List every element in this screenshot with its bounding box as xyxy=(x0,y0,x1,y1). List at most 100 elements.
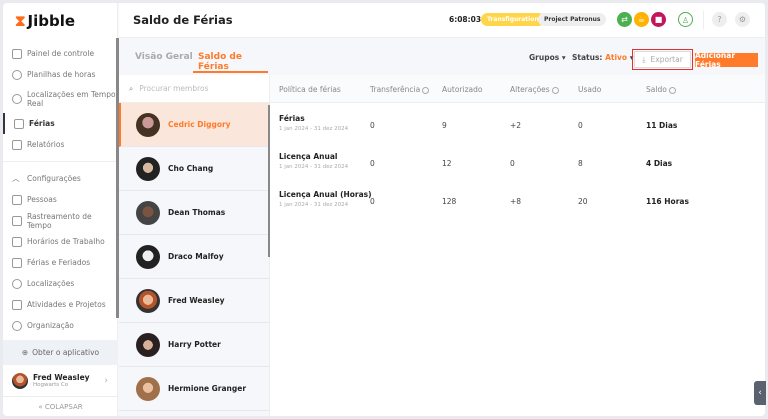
export-button[interactable]: ⤓ Exportar xyxy=(632,49,693,70)
changes-cell: +2 xyxy=(510,121,522,130)
label: Planilhas de horas xyxy=(27,70,96,79)
search-icon: ⌕ xyxy=(129,83,134,93)
policy-name: Licença Anual (Horas) xyxy=(279,190,372,199)
info-icon[interactable] xyxy=(668,86,676,94)
suitcase-icon xyxy=(12,257,22,268)
switch-activity-icon[interactable]: ⇄ xyxy=(617,12,632,27)
member-item[interactable]: Dean Thomas xyxy=(119,191,269,235)
label: Localizações em Tempo Real xyxy=(27,90,116,108)
label: Saldo xyxy=(646,85,667,94)
top-header: Saldo de Férias 6:08:03 Transfiguration … xyxy=(119,3,765,38)
member-item[interactable]: Fred Weasley xyxy=(119,279,269,323)
people-icon xyxy=(12,194,22,205)
changes-cell: +8 xyxy=(510,197,522,206)
member-item[interactable]: Cho Chang xyxy=(119,147,269,191)
balance-cell: 11 Dias xyxy=(646,121,678,130)
groups-filter[interactable]: Grupos ▾ xyxy=(529,53,566,62)
page-title: Saldo de Férias xyxy=(133,13,233,27)
used-cell: 20 xyxy=(578,197,588,206)
sidebar-item-work-schedules[interactable]: Horários de Trabalho xyxy=(3,231,118,252)
add-leave-button[interactable]: Adicionar Férias xyxy=(695,51,758,69)
sidebar-scrollbar[interactable] xyxy=(116,38,119,318)
sidebar-item-dashboard[interactable]: Painel de controle xyxy=(3,43,118,64)
avatar xyxy=(136,244,160,269)
suitcase-icon xyxy=(14,118,24,129)
member-name: Cedric Diggory xyxy=(168,120,231,129)
app-window: ⧗ Jibble Painel de controle Planilhas de … xyxy=(3,3,765,416)
member-name: Harry Potter xyxy=(168,340,221,349)
member-item[interactable]: Cedric Diggory xyxy=(119,103,269,147)
info-icon[interactable] xyxy=(551,86,559,94)
sidebar-item-holidays[interactable]: Férias e Feriados xyxy=(3,252,118,273)
side-panel-toggle[interactable]: ‹ xyxy=(754,381,766,405)
member-item[interactable]: Harry Potter xyxy=(119,323,269,367)
member-search[interactable]: ⌕ Procurar membros xyxy=(119,75,269,103)
label: Rastreamento de Tempo xyxy=(27,211,92,230)
download-icon: ⊕ xyxy=(21,348,29,357)
member-list-scrollbar[interactable] xyxy=(268,105,271,257)
tab-overview[interactable]: Visão Geral xyxy=(135,52,193,62)
tabs: Visão Geral Saldo de Férias xyxy=(119,38,269,73)
used-cell: 0 xyxy=(578,121,583,130)
project-chip[interactable]: Project Patronus xyxy=(538,13,607,26)
search-input[interactable]: Procurar membros xyxy=(139,84,209,93)
label: Alterações xyxy=(510,85,550,94)
transfer-cell: 0 xyxy=(370,159,375,168)
member-name: Draco Malfoy xyxy=(168,252,224,261)
label: Localizações xyxy=(27,279,75,288)
break-icon[interactable]: ☕ xyxy=(634,12,649,27)
table-row[interactable]: Licença Anual 1 jan 2024 - 31 dez 2024 0… xyxy=(270,144,765,182)
sidebar-item-reports[interactable]: Relatórios xyxy=(3,134,118,155)
member-name: Cho Chang xyxy=(168,164,214,173)
column-header: Alterações xyxy=(510,85,559,94)
info-icon[interactable] xyxy=(422,86,430,94)
collapse-button[interactable]: « COLAPSAR xyxy=(3,398,118,416)
policy-name: Férias xyxy=(279,114,305,123)
label: Organização xyxy=(27,321,74,330)
column-header: Autorizado xyxy=(442,85,483,94)
sidebar-item-ferias[interactable]: Férias xyxy=(3,113,118,134)
stop-icon[interactable]: ■ xyxy=(651,12,666,27)
sidebar-item-live-locations[interactable]: Localizações em Tempo Real xyxy=(3,85,118,113)
get-app-button[interactable]: ⊕ Obter o aplicativo xyxy=(3,340,118,365)
avatar xyxy=(136,332,160,357)
tag-icon xyxy=(12,299,22,310)
label: Relatórios xyxy=(27,140,65,149)
status-filter[interactable]: Status: Ativo ▾ xyxy=(572,53,633,62)
avatar xyxy=(136,200,160,225)
leave-balance-table: Política de férias Transferência Autoriz… xyxy=(270,75,765,416)
sidebar-item-timesheets[interactable]: Planilhas de horas xyxy=(3,64,118,85)
tab-leave-balance[interactable]: Saldo de Férias xyxy=(198,52,242,72)
sidebar-item-people[interactable]: Pessoas xyxy=(3,189,118,210)
label: Atividades e Projetos xyxy=(27,300,106,309)
transfer-cell: 0 xyxy=(370,121,375,130)
dashboard-icon xyxy=(12,48,22,59)
column-header: Saldo xyxy=(646,85,676,94)
sidebar-item-organization[interactable]: Organização xyxy=(3,315,118,336)
sidebar: ⧗ Jibble Painel de controle Planilhas de … xyxy=(3,3,119,416)
column-header: Transferência xyxy=(370,85,430,94)
member-item[interactable]: Hermione Granger xyxy=(119,367,269,411)
label: Férias xyxy=(29,119,55,128)
clock-in-person-icon[interactable]: ♙ xyxy=(678,12,693,27)
activity-chip[interactable]: Transfiguration xyxy=(481,13,545,26)
help-icon[interactable]: ? xyxy=(712,12,727,27)
member-item[interactable]: Draco Malfoy xyxy=(119,235,269,279)
sidebar-item-time-tracking[interactable]: Rastreamento de Tempo xyxy=(3,210,118,231)
sidebar-item-locations[interactable]: Localizações xyxy=(3,273,118,294)
time-tracking-icon xyxy=(12,215,22,226)
sidebar-item-activities[interactable]: Atividades e Projetos xyxy=(3,294,118,315)
table-row[interactable]: Licença Anual (Horas) 1 jan 2024 - 31 de… xyxy=(270,182,765,220)
balance-cell: 116 Horas xyxy=(646,197,689,206)
sidebar-settings-toggle[interactable]: ︿ Configurações xyxy=(3,168,118,189)
label: Obter o aplicativo xyxy=(32,348,100,357)
chevron-up-icon: ︿ xyxy=(12,174,20,183)
status-value: Ativo xyxy=(605,53,628,62)
user-profile[interactable]: Fred Weasley Hogwarts Co › xyxy=(3,365,118,397)
download-icon: ⤓ xyxy=(642,54,646,64)
notifications-icon[interactable]: ⚙ xyxy=(735,12,750,27)
gear-icon xyxy=(12,320,22,331)
avatar xyxy=(12,372,28,389)
logo[interactable]: ⧗ Jibble xyxy=(15,12,75,30)
table-row[interactable]: Férias 1 jan 2024 - 31 dez 2024 0 9 +2 0… xyxy=(270,106,765,144)
